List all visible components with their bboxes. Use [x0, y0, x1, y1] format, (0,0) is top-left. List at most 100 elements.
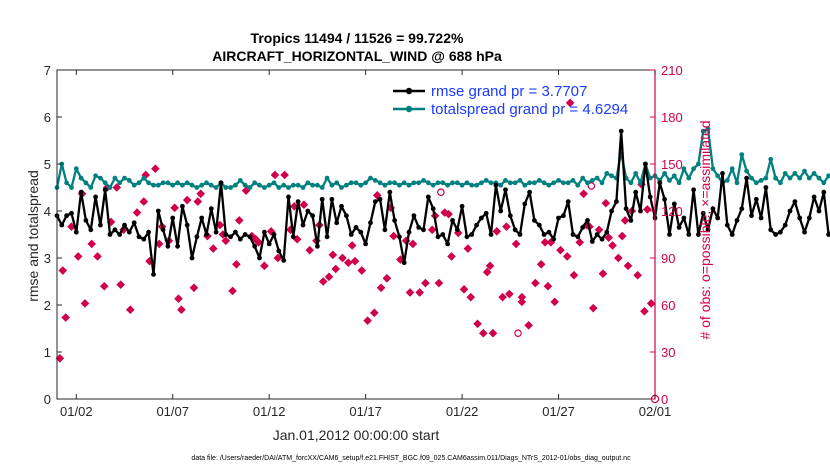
legend-rmse-marker	[405, 87, 413, 95]
series-point	[78, 189, 84, 195]
y-right-tick-label: 210	[661, 63, 683, 78]
series-point	[194, 234, 200, 240]
legend-spread-marker	[405, 105, 413, 113]
series-point	[806, 175, 812, 181]
obs-point	[408, 239, 418, 249]
series-point	[155, 182, 161, 188]
obs-point	[196, 189, 206, 199]
series-point	[782, 171, 788, 176]
series-point	[305, 208, 311, 214]
series-point	[189, 182, 195, 188]
series-point	[377, 196, 383, 202]
y-right-tick-label: 150	[661, 157, 683, 172]
series-point	[276, 248, 282, 254]
series-point	[787, 208, 793, 214]
series-point	[821, 189, 827, 195]
obs-point	[594, 225, 604, 235]
obs-point	[228, 286, 237, 296]
obs-point	[505, 289, 514, 299]
series-point	[778, 229, 783, 235]
obs-point	[565, 98, 575, 108]
obs-point	[343, 258, 353, 268]
series-point	[435, 180, 441, 186]
series-point	[146, 180, 152, 186]
series-point	[358, 229, 364, 235]
series-point	[734, 218, 740, 223]
series-point	[122, 222, 127, 228]
series-point	[315, 182, 320, 188]
obs-point	[80, 299, 90, 308]
series-point	[344, 213, 349, 219]
series-point	[512, 227, 518, 233]
obs-point	[511, 239, 521, 249]
series-point	[797, 215, 803, 221]
x-tick-label: 01/07	[156, 404, 189, 419]
series-point	[643, 161, 648, 167]
obs-point	[61, 313, 70, 322]
series-point	[715, 173, 721, 179]
series-point	[753, 180, 759, 186]
series-point	[141, 175, 147, 181]
obs-point	[556, 245, 565, 255]
series-point	[339, 203, 344, 209]
obs-point	[145, 256, 154, 266]
obs-point	[376, 283, 386, 293]
series-point	[614, 199, 619, 205]
y-tick-label: 2	[44, 298, 51, 313]
chart-subtitle: AIRCRAFT_HORIZONTAL_WIND @ 688 hPa	[212, 48, 502, 64]
series-point	[310, 182, 315, 188]
series-point	[479, 215, 484, 221]
obs-point	[502, 222, 511, 231]
data-file-footnote: data file: /Users/raeder/DAI/ATM_forcXX/…	[191, 455, 631, 462]
series-point	[594, 175, 600, 181]
obs-point	[208, 244, 218, 253]
series-point	[498, 208, 504, 214]
y-right-tick-label: 120	[661, 204, 683, 219]
series-point	[811, 194, 817, 200]
series-point	[517, 232, 523, 237]
series-point	[647, 175, 653, 181]
series-point	[676, 225, 682, 230]
obs-point	[623, 261, 633, 271]
y-tick-label: 0	[44, 392, 51, 407]
obs-point	[299, 200, 309, 210]
series-point	[724, 222, 730, 228]
obs-point	[193, 197, 203, 206]
series-point	[459, 182, 465, 188]
obs-point	[328, 250, 338, 260]
series-point	[445, 241, 450, 247]
series-point	[541, 180, 547, 186]
series-point	[397, 182, 402, 188]
series-point	[73, 229, 79, 235]
series-point	[720, 171, 725, 176]
series-point	[421, 227, 426, 233]
obs-markers	[55, 98, 660, 404]
series-point	[696, 161, 701, 167]
obs-point	[575, 238, 585, 247]
series-point	[802, 229, 807, 235]
series-point	[517, 178, 523, 183]
obs-point	[58, 266, 68, 275]
x-axis-label: Jan.01,2012 00:00:00 start	[273, 427, 440, 443]
series-point	[686, 175, 692, 181]
series-point	[536, 178, 542, 183]
series-point	[107, 185, 113, 190]
series-point	[290, 234, 296, 240]
series-point	[223, 185, 229, 190]
series-point	[488, 180, 494, 186]
series-point	[551, 236, 557, 242]
series-point	[334, 180, 340, 186]
series-point	[667, 178, 672, 183]
series-point	[681, 166, 687, 172]
obs-point	[405, 288, 415, 297]
series-point	[589, 239, 595, 244]
axis-ticks: 01/02 01/07 01/12 01/17 01/22 01/27 02/0101234…	[44, 63, 683, 419]
series-point	[73, 166, 79, 172]
series-point	[257, 255, 262, 261]
series-point	[348, 180, 354, 186]
series-point	[715, 215, 721, 221]
obs-point	[524, 321, 533, 330]
series-point	[556, 178, 561, 183]
series-point	[252, 243, 258, 249]
series-lines	[54, 126, 830, 277]
